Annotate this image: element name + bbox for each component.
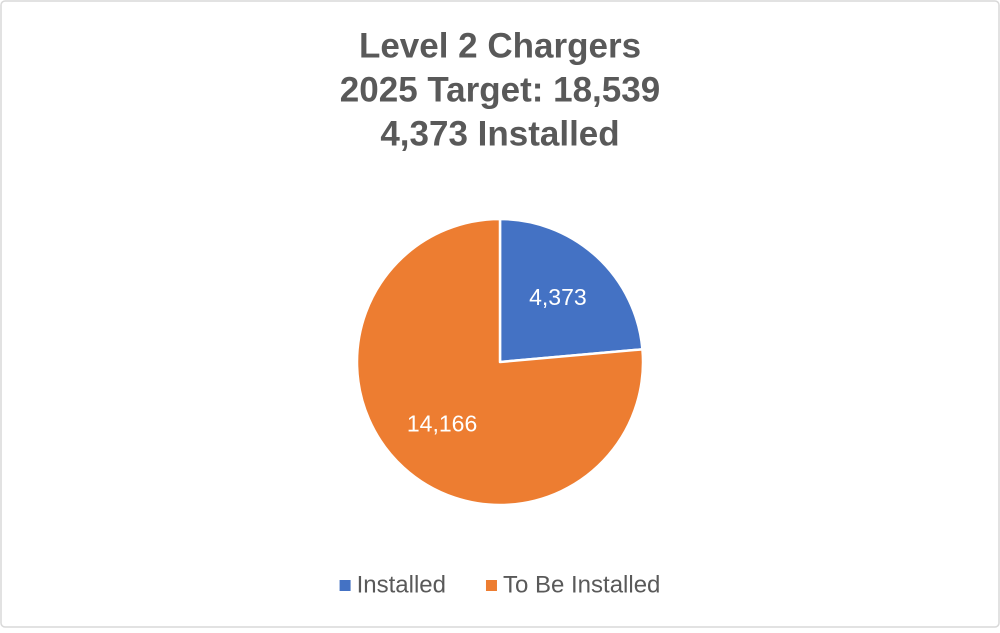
legend-label: Installed: [357, 571, 446, 598]
pie-slice: [498, 217, 644, 364]
chart-title: Level 2 Chargers: [359, 26, 641, 65]
pie-slice: [355, 217, 645, 507]
legend-marker: [485, 580, 497, 591]
chart-title: 2025 Target: 18,539: [340, 70, 660, 109]
data-label: 4,373: [529, 284, 587, 310]
legend-label: To Be Installed: [503, 571, 660, 598]
chart-title: 4,373 Installed: [380, 114, 619, 153]
legend-marker: [339, 580, 351, 591]
data-label: 14,166: [407, 410, 477, 436]
